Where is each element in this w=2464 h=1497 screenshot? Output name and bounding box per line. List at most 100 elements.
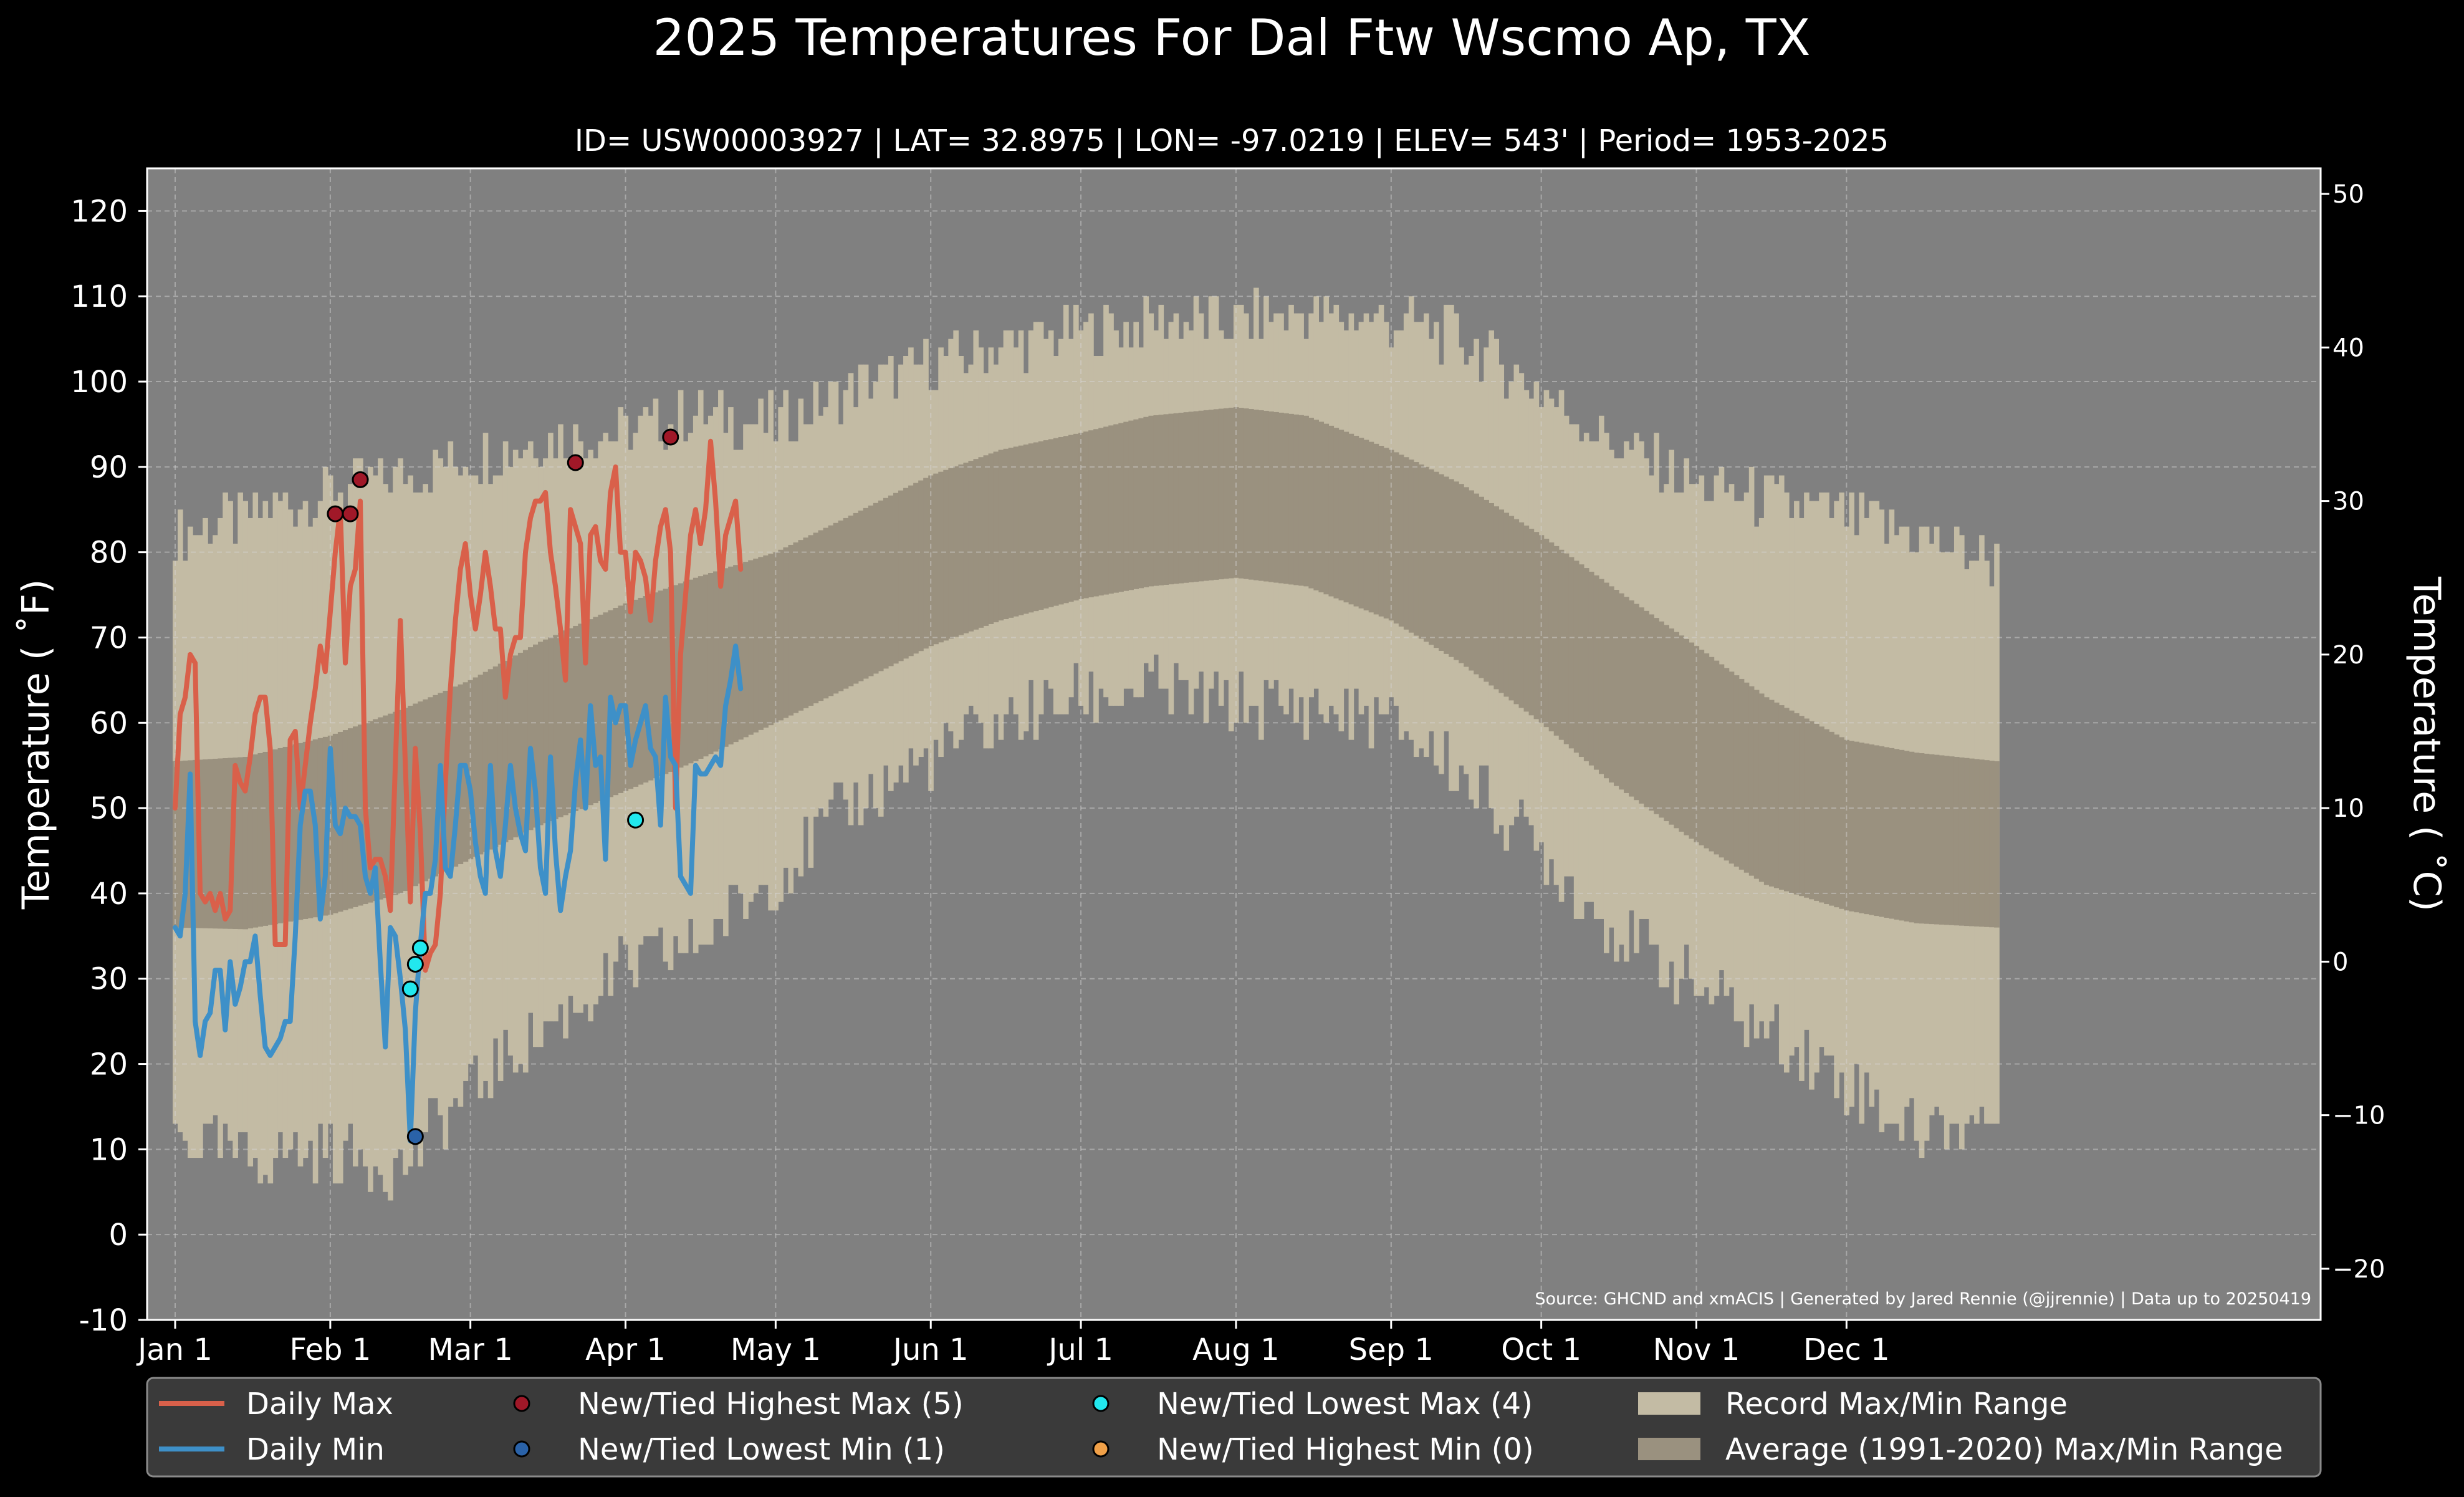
average-range-bar <box>1804 718 1810 898</box>
average-range-bar <box>1308 417 1314 589</box>
average-range-bar <box>1398 455 1404 627</box>
average-range-bar <box>968 461 974 632</box>
average-range-bar <box>633 599 639 787</box>
average-range-bar <box>583 621 588 807</box>
average-range-bar <box>683 581 689 766</box>
average-range-bar <box>1583 568 1589 761</box>
average-range-bar <box>1293 414 1299 585</box>
average-range-bar <box>358 724 363 906</box>
average-range-bar <box>1794 713 1800 895</box>
legend-swatch-lowest-max <box>1092 1395 1110 1412</box>
average-range-bar <box>783 547 789 718</box>
average-range-bar <box>1203 410 1209 581</box>
average-range-bar <box>1318 421 1325 593</box>
average-range-bar <box>833 522 839 694</box>
average-range-bar <box>948 468 954 639</box>
average-range-bar <box>1243 408 1249 579</box>
average-range-bar <box>878 500 884 671</box>
x-tick-label: Oct 1 <box>1501 1332 1581 1367</box>
average-range-bar <box>1254 409 1259 580</box>
new-tied-highest-max-marker <box>342 505 359 522</box>
average-range-bar <box>568 628 573 814</box>
average-range-bar <box>1953 757 1960 926</box>
average-range-bar <box>1103 426 1109 595</box>
average-range-bar <box>1479 496 1484 678</box>
legend-box <box>146 1377 2322 1478</box>
average-range-bar <box>658 590 664 776</box>
average-range-bar <box>643 596 649 783</box>
average-range-bar <box>953 466 959 637</box>
x-tick-label: Jan 1 <box>136 1332 213 1367</box>
average-range-bar <box>873 503 879 674</box>
average-range-bar <box>507 658 514 840</box>
average-range-bar <box>1018 445 1024 615</box>
average-range-bar <box>1773 702 1780 888</box>
average-range-bar <box>673 585 679 770</box>
average-range-bar <box>1003 448 1009 619</box>
y-tick-label: -10 <box>79 1303 128 1338</box>
average-range-bar <box>388 713 393 897</box>
average-range-bar <box>1043 440 1049 609</box>
average-range-bar <box>573 625 578 811</box>
average-range-bar <box>208 759 213 929</box>
average-range-bar <box>398 710 403 893</box>
average-range-bar <box>1989 761 1995 928</box>
average-range-bar <box>1634 604 1639 801</box>
series-lines <box>173 438 744 1143</box>
average-range-bar <box>232 757 238 929</box>
average-range-bar <box>1088 430 1094 597</box>
chart-subtitle: ID= USW00003927 | LAT= 32.8975 | LON= -9… <box>575 123 1889 158</box>
average-range-bar <box>923 478 929 649</box>
average-range-bar <box>1819 726 1824 903</box>
average-range-bar <box>1949 756 1955 925</box>
average-range-bar <box>1263 410 1269 582</box>
average-range-bar <box>693 577 699 761</box>
average-range-bar <box>1543 539 1550 728</box>
average-range-bar <box>603 612 609 799</box>
average-range-bar <box>1723 668 1730 861</box>
average-range-bar <box>1614 590 1619 786</box>
average-range-bar <box>943 469 949 641</box>
average-range-bar <box>763 555 769 728</box>
average-range-bar <box>1283 413 1289 584</box>
x-tick-label: Nov 1 <box>1653 1332 1740 1367</box>
average-range-bar <box>1814 724 1819 901</box>
average-range-bar <box>1934 754 1940 925</box>
average-range-bar <box>688 579 694 764</box>
average-range-bar <box>193 759 198 928</box>
average-range-bar <box>487 669 494 850</box>
x-tick-label: Feb 1 <box>289 1332 371 1367</box>
average-range-bar <box>1423 466 1429 642</box>
y-tick-label: 120 <box>70 194 128 229</box>
average-range-bar <box>453 686 459 867</box>
average-range-bar <box>707 573 714 754</box>
average-range-bar <box>653 592 659 779</box>
average-range-bar <box>1393 452 1399 624</box>
average-range-bar <box>1383 448 1389 619</box>
average-range-bar <box>1518 522 1525 708</box>
legend-label-average-range: Average (1991-2020) Max/Min Range <box>1725 1432 2283 1467</box>
average-range-bar <box>548 637 554 822</box>
average-range-bar <box>983 455 989 626</box>
y2-tick-label: −20 <box>2332 1255 2385 1284</box>
legend-swatch-highest-max <box>513 1395 530 1412</box>
average-range-bar <box>753 558 759 733</box>
average-range-bar <box>1213 409 1219 580</box>
average-range-bar <box>1228 407 1234 579</box>
average-range-bar <box>978 457 984 628</box>
average-range-bar <box>1654 618 1659 814</box>
average-range-bar <box>1023 444 1029 614</box>
average-range-bar <box>1944 756 1950 925</box>
legend-swatch-highest-min <box>1092 1440 1110 1458</box>
average-range-bar <box>252 754 259 928</box>
average-range-bar <box>1899 749 1905 921</box>
average-range-bar <box>1864 743 1870 915</box>
y-tick-label: 50 <box>90 791 128 826</box>
average-range-bar <box>262 751 269 926</box>
average-range-bar <box>1503 513 1510 697</box>
average-range-bar <box>738 563 744 740</box>
average-range-bar <box>477 675 484 855</box>
y-tick-label: 80 <box>90 536 128 570</box>
average-range-bar <box>1753 690 1760 879</box>
average-range-bar <box>1733 675 1740 867</box>
